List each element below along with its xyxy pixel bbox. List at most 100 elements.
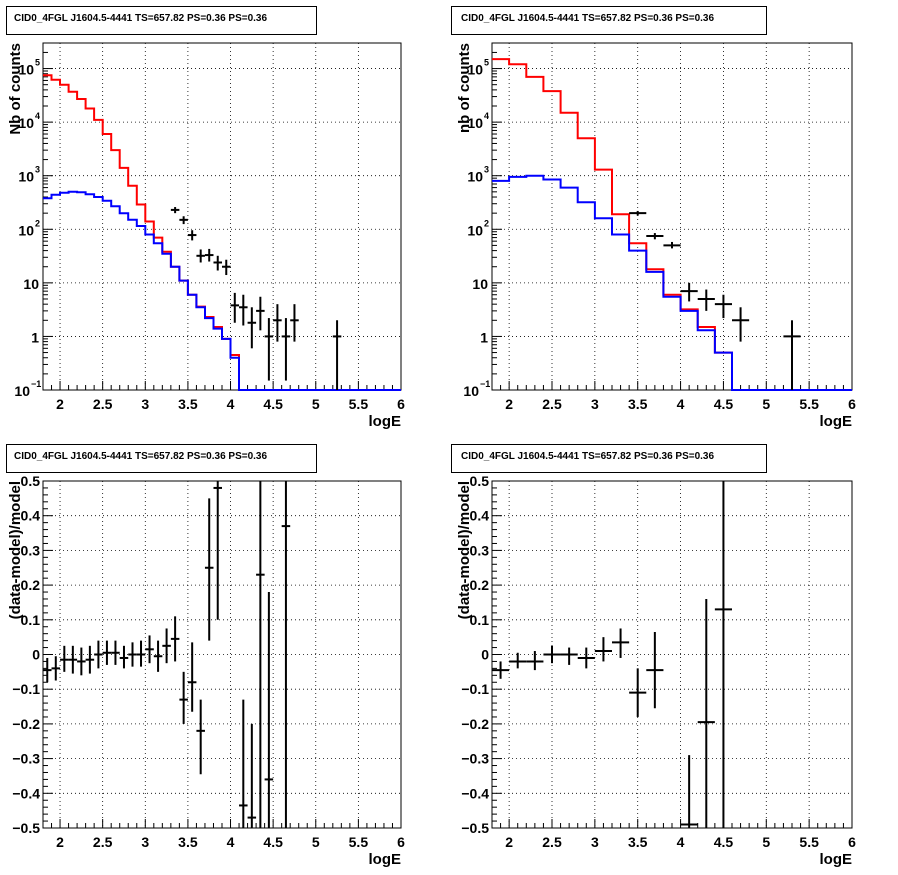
y-tick-base: 10 <box>467 115 483 131</box>
chart-title: CID0_4FGL J1604.5-4441 TS=657.82 PS=0.36… <box>461 451 714 462</box>
data-point <box>612 628 630 658</box>
x-tick-label: 2.5 <box>542 834 562 850</box>
y-axis-label: nb of counts <box>456 43 473 133</box>
x-tick-label: 3.5 <box>628 396 648 412</box>
data-point <box>213 255 222 271</box>
data-point <box>560 647 578 665</box>
x-tick-label: 5.5 <box>799 834 819 850</box>
y-tick-label: 10 <box>467 222 483 238</box>
y-tick-label: −0.3 <box>461 751 489 767</box>
x-tick-label: 4.5 <box>263 834 283 850</box>
y-tick-base: 10 <box>18 222 34 238</box>
data-point <box>273 304 282 342</box>
y-tick-label: 1 <box>31 329 39 345</box>
y-tick-label: 0.2 <box>21 577 41 593</box>
data-point <box>204 498 214 641</box>
data-point <box>230 292 240 323</box>
y-tick-base: 10 <box>467 222 483 238</box>
data-point <box>526 651 544 671</box>
x-tick-label: 5 <box>762 834 770 850</box>
chart-title-box <box>6 444 317 473</box>
data-point <box>162 628 171 664</box>
data-point <box>332 320 342 390</box>
y-tick-label: −0.2 <box>12 716 40 732</box>
y-axis-label: Nb of counts <box>7 43 24 135</box>
data-point <box>222 259 231 276</box>
data-point <box>187 642 197 712</box>
x-tick-label: 2 <box>56 834 64 850</box>
x-tick-label: 3.5 <box>178 396 198 412</box>
y-tick-label: −0.4 <box>12 785 40 801</box>
data-point <box>196 699 205 775</box>
y-tick-base: 10 <box>467 169 483 185</box>
data-point <box>43 657 52 683</box>
y-tick-exponent: −1 <box>31 379 41 389</box>
x-tick-label: 2.5 <box>93 834 113 850</box>
y-tick-exponent: 2 <box>484 218 489 228</box>
plot-frame <box>491 42 853 391</box>
x-tick-label: 4 <box>227 834 235 850</box>
data-point <box>714 481 732 828</box>
data-point <box>239 699 248 828</box>
x-tick-label: 3.5 <box>178 834 198 850</box>
data-point <box>170 616 180 662</box>
data-point <box>196 249 205 263</box>
y-tick-exponent: 5 <box>35 58 40 68</box>
x-axis-label: logE <box>369 851 402 868</box>
data-point <box>492 661 510 679</box>
y-tick-label: −0.3 <box>12 751 40 767</box>
data-point <box>119 645 129 669</box>
x-tick-label: 3 <box>141 834 149 850</box>
y-tick-label: 0.2 <box>470 577 490 593</box>
y-tick-label: 10 <box>472 276 488 292</box>
x-tick-label: 5 <box>762 396 770 412</box>
data-point <box>247 723 257 828</box>
y-tick-label: 0.3 <box>21 542 41 558</box>
x-tick-label: 5.5 <box>349 834 369 850</box>
y-tick-label: 0.4 <box>470 508 490 524</box>
data-point <box>256 296 265 331</box>
y-tick-base: 10 <box>14 383 30 399</box>
x-tick-label: 3.5 <box>628 834 648 850</box>
y-tick-label: 10 <box>23 276 39 292</box>
y-tick-exponent: 5 <box>484 58 489 68</box>
y-tick-base: 10 <box>463 383 479 399</box>
y-tick-label: 10 <box>463 383 479 399</box>
data-point <box>629 210 647 216</box>
y-tick-label: 0.5 <box>21 473 41 489</box>
y-tick-label: 1 <box>480 329 488 345</box>
y-tick-exponent: 3 <box>484 165 489 175</box>
data-point <box>290 304 299 342</box>
x-axis-label: logE <box>820 413 853 430</box>
series-model-total <box>492 58 852 391</box>
data-point <box>85 645 95 674</box>
data-point <box>281 318 291 381</box>
chart-title: CID0_4FGL J1604.5-4441 TS=657.82 PS=0.36… <box>461 13 714 24</box>
chart-panel-bottom-left: CID0_4FGL J1604.5-4441 TS=657.82 PS=0.36… <box>6 444 405 868</box>
y-tick-exponent: 4 <box>35 111 40 121</box>
series-model-component <box>43 190 401 391</box>
y-tick-label: 10 <box>467 169 483 185</box>
data-point <box>170 207 180 214</box>
data-point <box>680 755 698 828</box>
data-point <box>509 652 527 669</box>
y-tick-exponent: 4 <box>484 111 489 121</box>
data-point <box>281 481 291 828</box>
x-tick-label: 4 <box>677 396 685 412</box>
data-point <box>213 481 222 620</box>
y-tick-exponent: −1 <box>480 379 490 389</box>
y-tick-label: 0 <box>481 647 489 663</box>
data-point <box>543 645 561 664</box>
x-tick-label: 4.5 <box>263 396 283 412</box>
x-tick-label: 3 <box>591 396 599 412</box>
x-tick-label: 5 <box>312 834 320 850</box>
y-tick-label: −0.5 <box>461 820 489 836</box>
data-point <box>680 282 698 302</box>
y-tick-label: 10 <box>18 115 34 131</box>
y-tick-base: 10 <box>18 169 34 185</box>
y-tick-label: −0.2 <box>461 716 489 732</box>
data-point <box>783 320 801 390</box>
data-point <box>111 640 120 665</box>
y-axis-label: (data-model)/model <box>456 481 473 619</box>
y-tick-label: 0.1 <box>470 612 490 628</box>
